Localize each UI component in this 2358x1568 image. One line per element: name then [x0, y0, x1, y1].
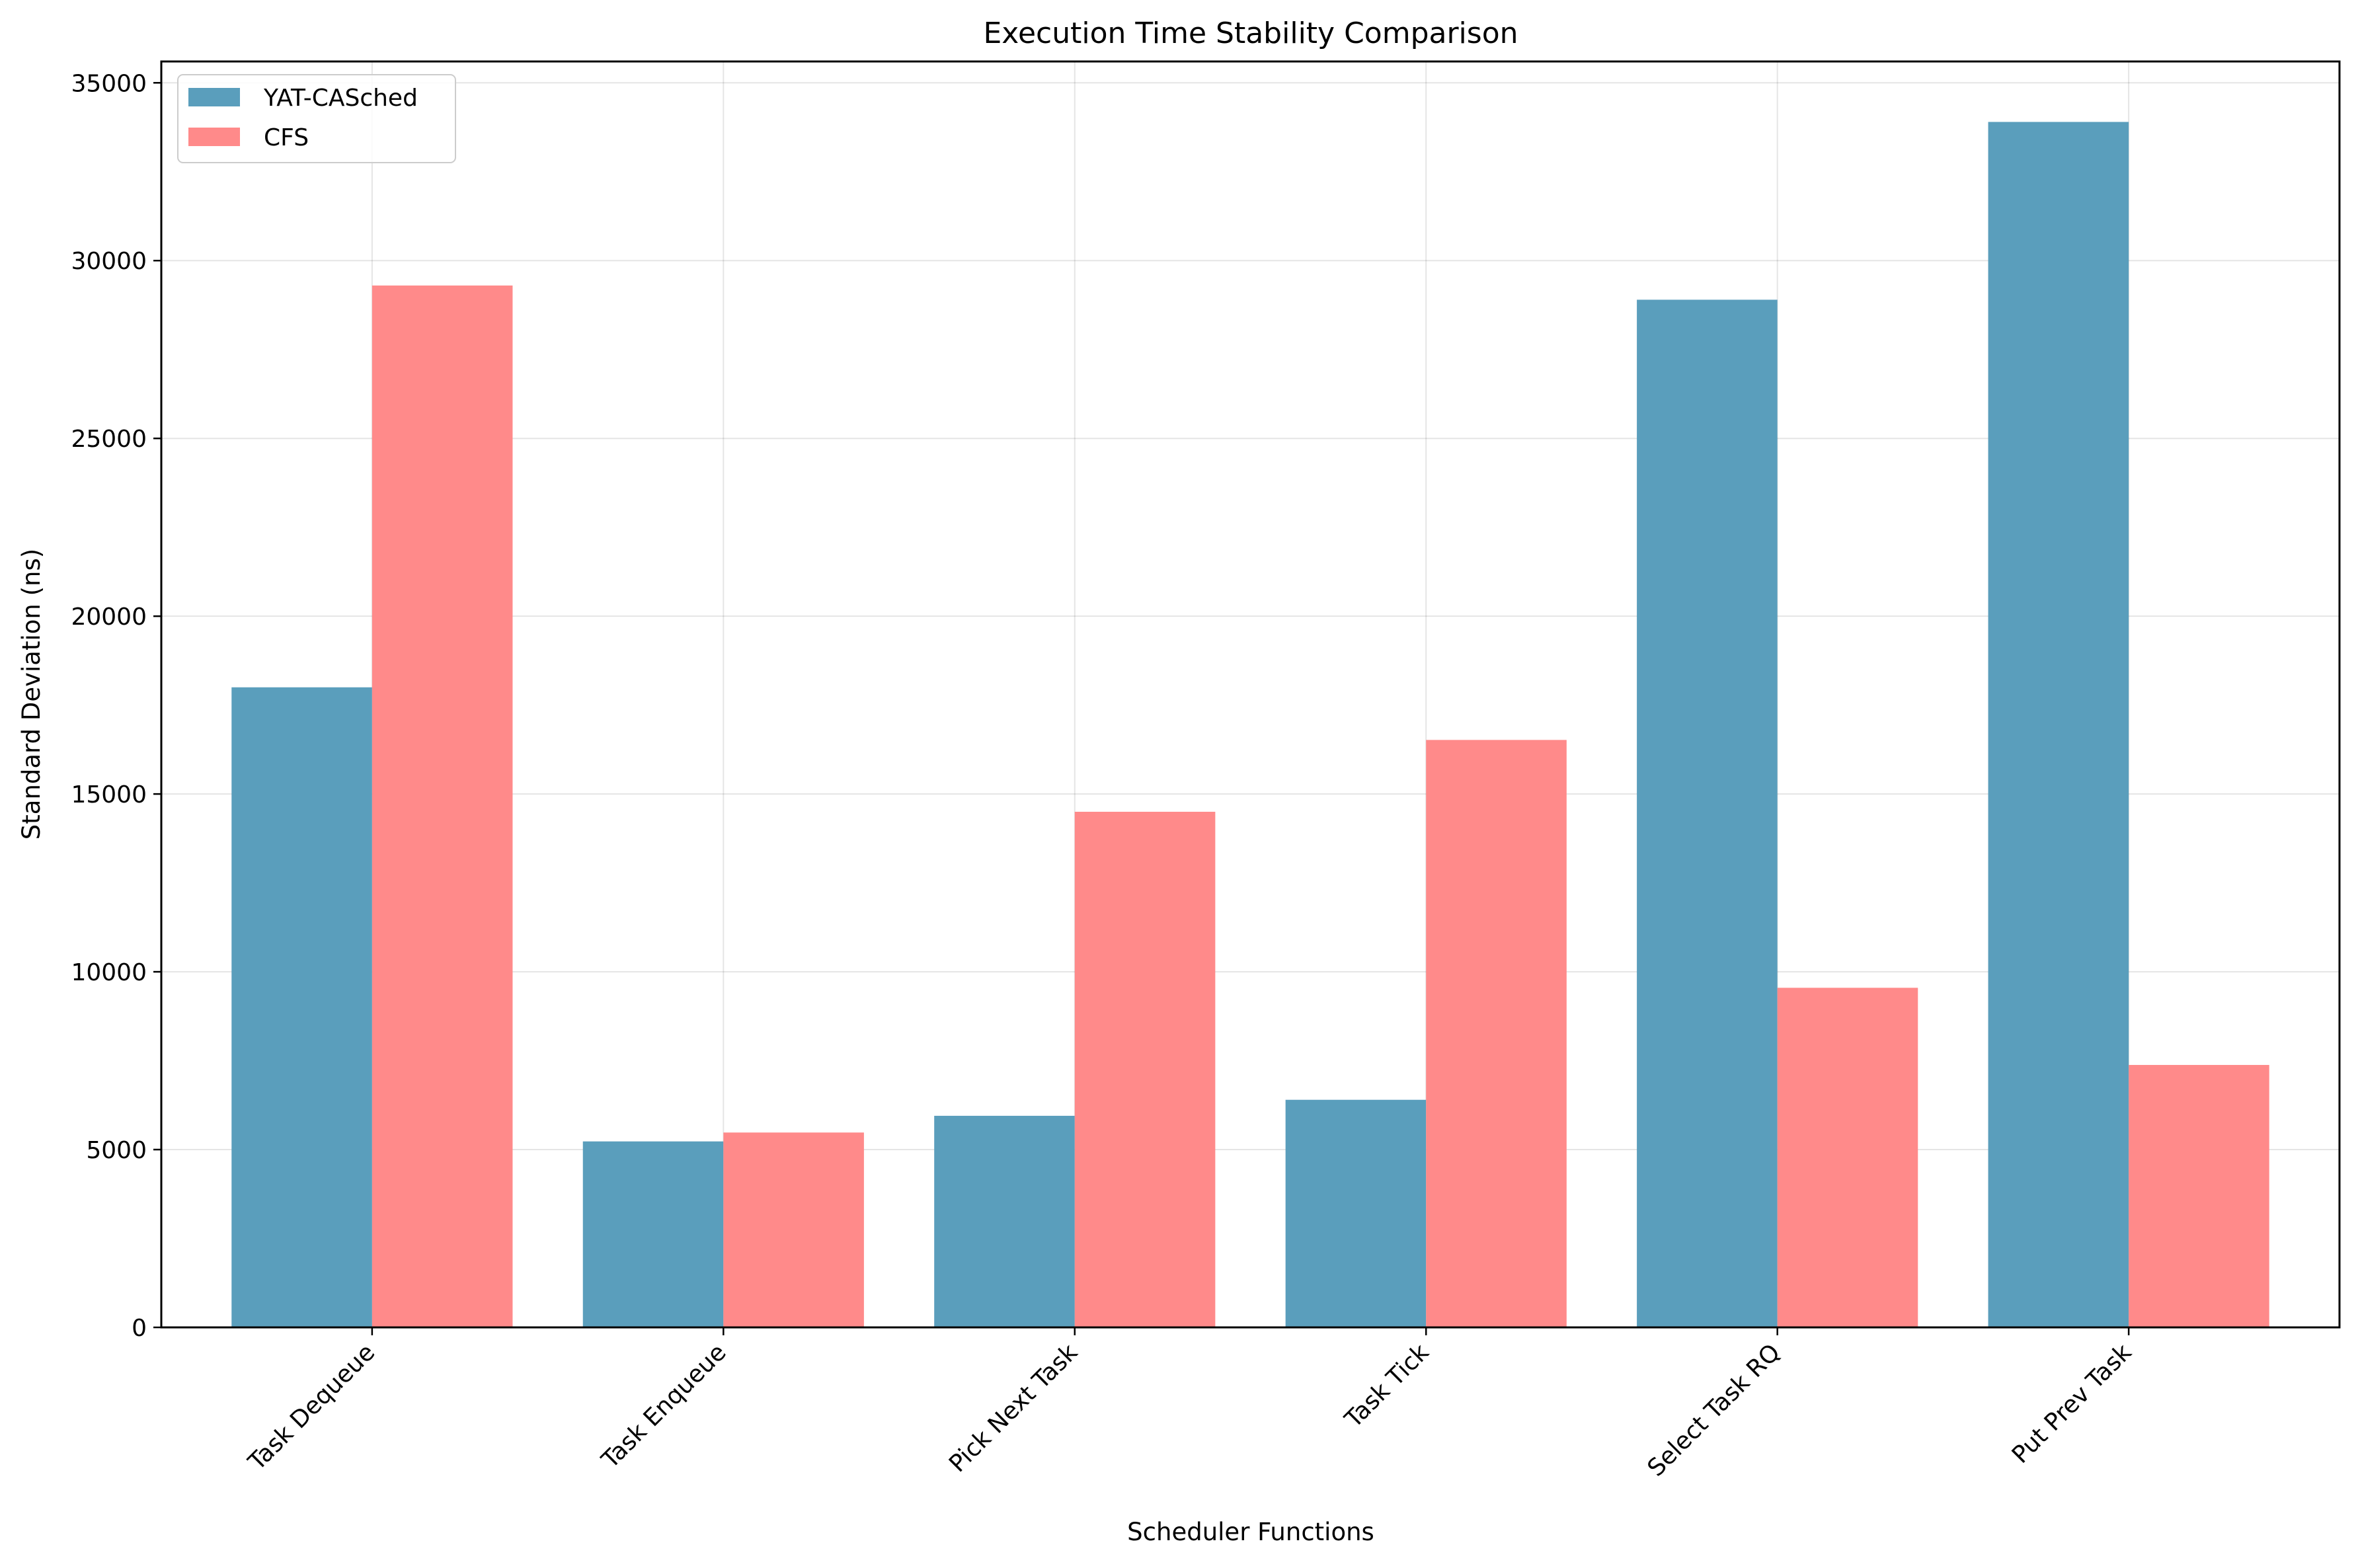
bar-cfs: [723, 1132, 864, 1327]
y-axis-ticks: 0 5000 10000 15000 20000 25000 30000 35000: [71, 70, 161, 1342]
y-tick-label: 5000: [86, 1137, 147, 1164]
bar-yat-casched: [231, 687, 372, 1327]
y-tick-label: 10000: [71, 959, 147, 986]
x-axis-label: Scheduler Functions: [1127, 1518, 1374, 1546]
y-tick-label: 15000: [71, 781, 147, 808]
bar-cfs: [1777, 988, 1918, 1327]
bar-cfs: [1074, 812, 1216, 1327]
chart-title: Execution Time Stability Comparison: [983, 17, 1518, 50]
y-tick-label: 0: [132, 1315, 147, 1342]
bar-cfs: [1426, 740, 1567, 1327]
legend-label-cfs: CFS: [264, 124, 309, 151]
legend-label-yat-casched: YAT-CASched: [263, 85, 418, 112]
y-tick-label: 35000: [71, 70, 147, 97]
bar-cfs: [372, 285, 513, 1328]
plot-frame: [160, 60, 2341, 1329]
legend-swatch-yat-casched: [188, 88, 240, 106]
legend: YAT-CASched CFS: [177, 74, 456, 163]
y-tick-label: 20000: [71, 604, 147, 631]
y-tick-label: 30000: [71, 248, 147, 275]
bar-yat-casched: [1285, 1099, 1427, 1327]
legend-swatch-cfs: [188, 128, 240, 146]
bar-yat-casched: [1988, 122, 2129, 1327]
bar-yat-casched: [934, 1115, 1075, 1327]
bar-yat-casched: [1637, 299, 1778, 1327]
legend-box: [177, 74, 456, 163]
y-tick-label: 25000: [71, 426, 147, 453]
bar-cfs: [2129, 1065, 2269, 1327]
bars: [231, 122, 2269, 1328]
y-axis-label: Standard Deviation (ns): [17, 549, 46, 840]
bar-yat-casched: [582, 1141, 724, 1327]
